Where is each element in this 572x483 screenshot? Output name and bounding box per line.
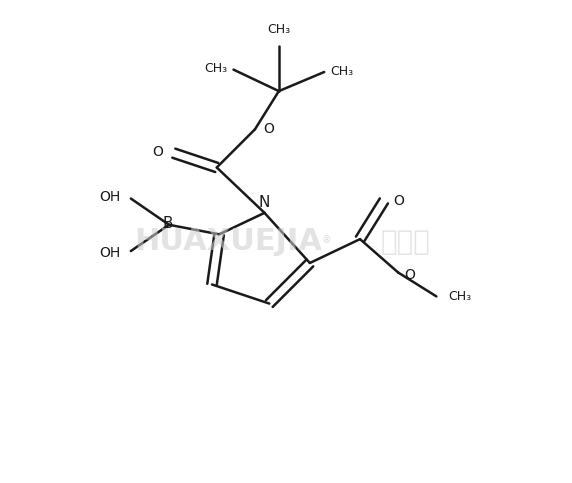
Text: CH₃: CH₃	[205, 62, 228, 75]
Text: O: O	[394, 194, 404, 208]
Text: OH: OH	[99, 190, 120, 204]
Text: O: O	[264, 122, 275, 136]
Text: N: N	[259, 195, 270, 210]
Text: CH₃: CH₃	[448, 290, 471, 303]
Text: ®: ®	[321, 235, 331, 245]
Text: O: O	[404, 268, 415, 282]
Text: O: O	[152, 145, 163, 159]
Text: CH₃: CH₃	[330, 65, 353, 78]
Text: 化学加: 化学加	[380, 227, 430, 256]
Text: HUAXUEJIA: HUAXUEJIA	[135, 227, 323, 256]
Text: B: B	[163, 216, 173, 231]
Text: OH: OH	[99, 246, 120, 260]
Text: CH₃: CH₃	[267, 23, 291, 36]
